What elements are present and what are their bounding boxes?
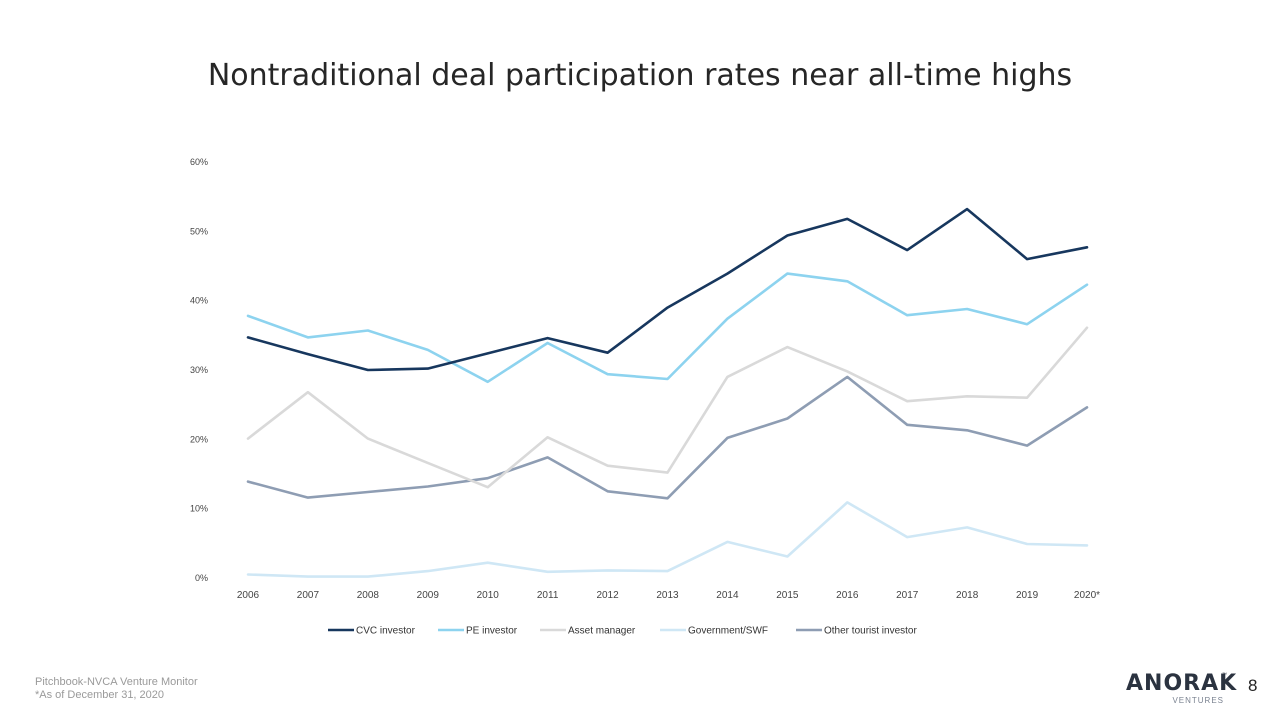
legend-label: Government/SWF: [688, 626, 768, 637]
x-tick-label: 2006: [237, 590, 260, 601]
y-tick-label: 10%: [190, 504, 208, 514]
x-tick-label: 2009: [417, 590, 440, 601]
series-lines: [246, 207, 1089, 578]
y-axis-ticks: 0% 10% 20% 30% 40% 50% 60%: [190, 157, 208, 583]
y-tick-label: 20%: [190, 434, 208, 444]
footnote-text: *As of December 31, 2020: [35, 689, 165, 701]
legend-label: Asset manager: [568, 626, 636, 637]
slide-title: Nontraditional deal participation rates …: [207, 58, 1073, 93]
legend-item: Government/SWF: [660, 626, 768, 637]
series-line-cvc-investor: [246, 207, 1089, 372]
source-text: Pitchbook-NVCA Venture Monitor: [35, 676, 198, 688]
page-number: 8: [1248, 676, 1258, 695]
x-tick-label: 2018: [956, 590, 979, 601]
x-tick-label: 2008: [357, 590, 380, 601]
y-tick-label: 40%: [190, 296, 208, 306]
anorak-logo: ANORAK ™ VENTURES: [1126, 672, 1236, 708]
series-line-government-swf: [246, 501, 1089, 578]
logo-trademark: ™: [1222, 672, 1227, 678]
y-tick-label: 30%: [190, 365, 208, 375]
legend-label: PE investor: [466, 626, 518, 637]
legend-label: CVC investor: [356, 626, 416, 637]
x-tick-label: 2019: [1016, 590, 1039, 601]
x-tick-label: 2015: [776, 590, 799, 601]
x-tick-label: 2016: [836, 590, 859, 601]
series-line-other-tourist-investor: [246, 375, 1089, 500]
logo-wordmark: ANORAK: [1126, 671, 1238, 696]
x-tick-label: 2014: [716, 590, 739, 601]
x-tick-label: 2010: [477, 590, 500, 601]
legend-label: Other tourist investor: [824, 626, 917, 637]
chart-legend: CVC investor PE investor Asset manager Gove…: [328, 626, 917, 637]
legend-item: PE investor: [438, 626, 518, 637]
x-tick-label: 2020*: [1074, 590, 1100, 601]
x-axis-ticks: 2006 2007 2008 2009 2010 2011 2012 2013 2014 2015…: [237, 590, 1100, 601]
x-tick-label: 2007: [297, 590, 320, 601]
legend-item: Other tourist investor: [796, 626, 917, 637]
y-tick-label: 50%: [190, 226, 208, 236]
logo-subtitle: VENTURES: [1172, 696, 1224, 705]
y-tick-label: 60%: [190, 157, 208, 167]
y-tick-label: 0%: [195, 573, 208, 583]
x-tick-label: 2017: [896, 590, 919, 601]
series-line-asset-manager: [246, 326, 1089, 489]
source-note: Pitchbook-NVCA Venture Monitor *As of De…: [35, 676, 198, 702]
series-line-pe-investor: [246, 272, 1089, 384]
x-tick-label: 2012: [596, 590, 619, 601]
x-tick-label: 2011: [537, 590, 559, 601]
legend-item: Asset manager: [540, 626, 636, 637]
legend-item: CVC investor: [328, 626, 416, 637]
x-tick-label: 2013: [656, 590, 679, 601]
